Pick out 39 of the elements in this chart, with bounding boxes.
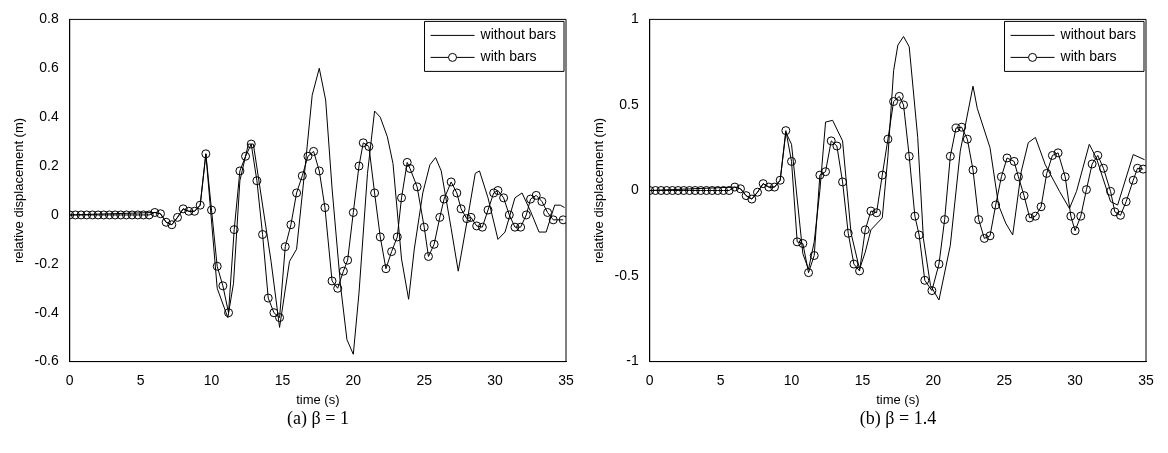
x-tick-label: 35	[1138, 371, 1154, 388]
x-tick-label: 10	[783, 371, 800, 388]
y-tick-label: 1	[630, 10, 639, 27]
x-tick-label: 5	[136, 371, 145, 388]
x-tick-label: 0	[65, 371, 74, 388]
y-tick-label: 0.6	[39, 59, 59, 76]
x-tick-label: 20	[345, 371, 362, 388]
x-axis-title: time (s)	[876, 391, 920, 407]
legend-label: with bars	[479, 48, 537, 65]
x-tick-label: 10	[203, 371, 220, 388]
y-tick-label: 0.4	[39, 108, 59, 125]
x-tick-label: 15	[854, 371, 871, 388]
legend-label: with bars	[1059, 48, 1117, 65]
x-tick-label: 35	[558, 371, 574, 388]
legend-label: without bars	[1059, 26, 1136, 43]
y-tick-label: 0.8	[39, 10, 59, 27]
x-axis-title: time (s)	[296, 391, 340, 407]
x-tick-label: 20	[925, 371, 942, 388]
y-tick-label: 0	[50, 205, 59, 222]
text: (b) β = 1.4	[858, 408, 938, 429]
y-axis-title: relative displacement (m)	[591, 117, 607, 264]
y-tick-label: -0.5	[614, 266, 639, 283]
x-tick-label: 30	[1067, 371, 1084, 388]
x-tick-label: 0	[645, 371, 654, 388]
y-tick-label: -0.4	[34, 303, 59, 320]
y-tick-label: 0.5	[619, 95, 639, 112]
legend-label: without bars	[479, 26, 556, 43]
y-tick-label: 0	[630, 181, 639, 198]
x-tick-label: 30	[487, 371, 504, 388]
y-tick-label: 0.2	[39, 156, 59, 173]
x-tick-label: 25	[996, 371, 1013, 388]
y-tick-label: -1	[626, 352, 639, 369]
y-tick-label: -0.2	[34, 254, 59, 271]
x-tick-label: 15	[274, 371, 291, 388]
y-tick-label: -0.6	[34, 352, 59, 369]
text: (a) β = 1	[286, 408, 350, 429]
y-axis-title: relative displacement (m)	[11, 117, 27, 264]
x-tick-label: 25	[416, 371, 433, 388]
x-tick-label: 5	[716, 371, 725, 388]
